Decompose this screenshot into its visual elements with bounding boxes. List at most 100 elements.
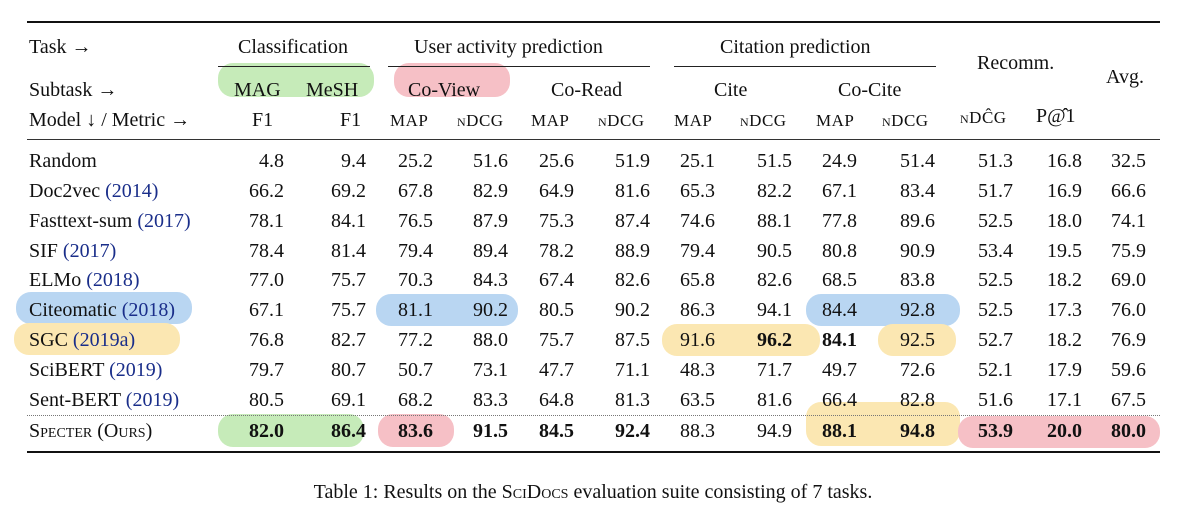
- metric-ndcg-coread: nDCG: [598, 111, 645, 130]
- cell-cocite-map: 77.8: [822, 210, 857, 232]
- highlight-specter-class: [218, 414, 364, 447]
- cell-mag-f1: 78.1: [249, 210, 284, 232]
- cell-coview-map: 79.4: [398, 240, 433, 262]
- cell-cite-ndcg: 94.1: [757, 299, 792, 321]
- cell-coview-ndcg: 91.5: [473, 420, 508, 442]
- row-model-name: Fasttext-sum (2017): [29, 211, 191, 231]
- highlight-specter-coview: [378, 414, 454, 447]
- highlight-specter-cocite: [806, 402, 960, 446]
- citation-link[interactable]: (2017): [137, 210, 191, 232]
- cell-recomm-p1: 17.9: [1047, 359, 1082, 381]
- cell-coview-map: 25.2: [398, 150, 433, 172]
- cell-cocite-ndcg: 90.9: [900, 240, 935, 262]
- cell-cite-map: 91.6: [680, 329, 715, 351]
- subtask-co-cite: Co-Cite: [838, 79, 902, 101]
- cell-cocite-ndcg: 82.8: [900, 389, 935, 411]
- citation-link[interactable]: (2014): [105, 180, 159, 202]
- cell-cocite-map: 67.1: [822, 180, 857, 202]
- cell-cite-map: 25.1: [680, 150, 715, 172]
- cell-avg: 69.0: [1111, 269, 1146, 291]
- cell-cocite-ndcg: 89.6: [900, 210, 935, 232]
- highlight-co-view: [394, 63, 510, 97]
- model-name: Random: [29, 150, 97, 172]
- cell-coview-ndcg: 88.0: [473, 329, 508, 351]
- cell-coread-ndcg: 88.9: [615, 240, 650, 262]
- task-label: Task →: [29, 36, 92, 58]
- subtask-mag: MAG: [234, 79, 281, 101]
- cell-mag-f1: 78.4: [249, 240, 284, 262]
- cell-cocite-map: 68.5: [822, 269, 857, 291]
- cell-cocite-map: 84.4: [822, 299, 857, 321]
- group-classification: Classification: [238, 36, 348, 58]
- row-model-name: SIF (2017): [29, 241, 116, 261]
- row-model-name: Citeomatic (2018): [29, 300, 175, 320]
- cell-cocite-map: 66.4: [822, 389, 857, 411]
- cell-recomm-p1: 18.2: [1047, 329, 1082, 351]
- metric-f1-mesh: F1: [340, 109, 362, 131]
- cell-avg: 80.0: [1111, 420, 1146, 442]
- cell-mesh-f1: 82.7: [331, 329, 366, 351]
- cell-recomm-ndcg: 53.4: [978, 240, 1013, 262]
- cell-coread-map: 64.9: [539, 180, 574, 202]
- group-citation: Citation prediction: [720, 36, 871, 58]
- cell-coread-ndcg: 81.6: [615, 180, 650, 202]
- citation-link[interactable]: (2018): [121, 299, 176, 321]
- metric-p1-recomm: P@̂1: [1036, 105, 1076, 127]
- row-model-name: Doc2vec (2014): [29, 181, 158, 201]
- cell-coview-map: 83.6: [398, 420, 433, 442]
- subtask-cite: Cite: [714, 79, 748, 101]
- cell-coview-map: 67.8: [398, 180, 433, 202]
- cell-recomm-p1: 17.3: [1047, 299, 1082, 321]
- metric-ndcg-coview: nDCG: [457, 111, 504, 130]
- row-model-name: SGC (2019a): [29, 330, 135, 350]
- cell-coread-map: 80.5: [539, 299, 574, 321]
- citation-link[interactable]: (2017): [62, 240, 117, 262]
- group-recomm: Recomm.: [977, 52, 1055, 74]
- cell-coread-map: 25.6: [539, 150, 574, 172]
- caption-suffix: evaluation suite consisting of 7 tasks.: [568, 481, 873, 503]
- model-name: Fasttext-sum: [29, 210, 133, 232]
- cell-recomm-ndcg: 51.6: [978, 389, 1013, 411]
- cell-cocite-map: 88.1: [822, 420, 857, 442]
- cell-cite-map: 48.3: [680, 359, 715, 381]
- cell-cite-ndcg: 82.6: [757, 269, 792, 291]
- cell-recomm-p1: 16.9: [1047, 180, 1082, 202]
- cell-coview-ndcg: 51.6: [473, 150, 508, 172]
- cell-coread-map: 84.5: [539, 420, 574, 442]
- cell-cite-ndcg: 51.5: [757, 150, 792, 172]
- cell-coread-ndcg: 92.4: [615, 420, 650, 442]
- metric-map-cocite: MAP: [816, 111, 855, 130]
- citation-link[interactable]: (2018): [86, 269, 140, 291]
- cell-cite-ndcg: 82.2: [757, 180, 792, 202]
- group-avg: Avg.: [1106, 66, 1144, 88]
- cell-cocite-ndcg: 92.8: [900, 299, 935, 321]
- cell-coview-ndcg: 82.9: [473, 180, 508, 202]
- cell-cite-map: 63.5: [680, 389, 715, 411]
- citation-link[interactable]: (2019): [109, 359, 163, 381]
- cell-cite-map: 88.3: [680, 420, 715, 442]
- cell-cocite-map: 24.9: [822, 150, 857, 172]
- cell-coread-ndcg: 87.5: [615, 329, 650, 351]
- cell-coview-map: 76.5: [398, 210, 433, 232]
- table-dotted-rule: [27, 415, 1160, 416]
- cell-cite-map: 86.3: [680, 299, 715, 321]
- cell-coview-ndcg: 90.2: [473, 299, 508, 321]
- model-name: SciBERT: [29, 359, 105, 381]
- highlight-sgc: [14, 323, 180, 355]
- subtask-co-read: Co-Read: [551, 79, 623, 101]
- citation-link[interactable]: (2019): [125, 389, 180, 411]
- cell-coview-ndcg: 83.3: [473, 389, 508, 411]
- cell-mesh-f1: 69.2: [331, 180, 366, 202]
- cell-coread-map: 78.2: [539, 240, 574, 262]
- cell-mag-f1: 82.0: [249, 420, 284, 442]
- cell-mesh-f1: 84.1: [331, 210, 366, 232]
- cell-avg: 32.5: [1111, 150, 1146, 172]
- cell-coview-ndcg: 89.4: [473, 240, 508, 262]
- highlight-citeomatic-coview: [376, 294, 518, 326]
- model-name: SGC: [29, 329, 68, 351]
- metric-map-cite: MAP: [674, 111, 713, 130]
- cell-mag-f1: 4.8: [259, 150, 284, 172]
- citation-link[interactable]: (2019a): [72, 329, 136, 351]
- table-header-rule: [27, 139, 1160, 140]
- table-caption: Table 1: Results on the SciDocs evaluati…: [0, 482, 1186, 502]
